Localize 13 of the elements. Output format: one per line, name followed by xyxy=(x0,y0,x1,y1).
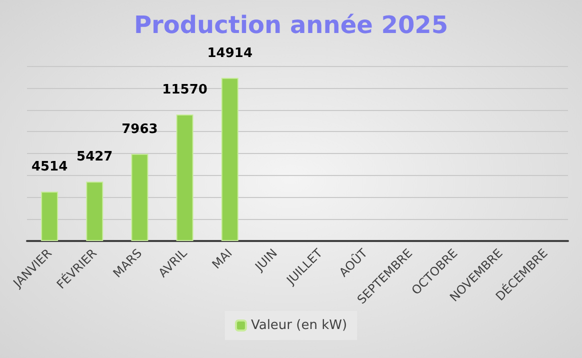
data-label: 14914 xyxy=(207,46,252,61)
data-label: 4514 xyxy=(31,160,68,175)
data-label: 5427 xyxy=(76,150,113,165)
bar xyxy=(221,78,238,241)
bar xyxy=(176,114,194,241)
data-label: 7963 xyxy=(122,122,158,137)
bar xyxy=(86,182,104,241)
bar xyxy=(131,154,148,241)
legend-label: Valeur (en kW) xyxy=(250,318,348,333)
data-label: 11570 xyxy=(162,82,208,98)
x-tick-label: MAI xyxy=(209,246,235,272)
bar xyxy=(41,192,58,241)
chart-title: Production année 2025 xyxy=(134,11,448,39)
